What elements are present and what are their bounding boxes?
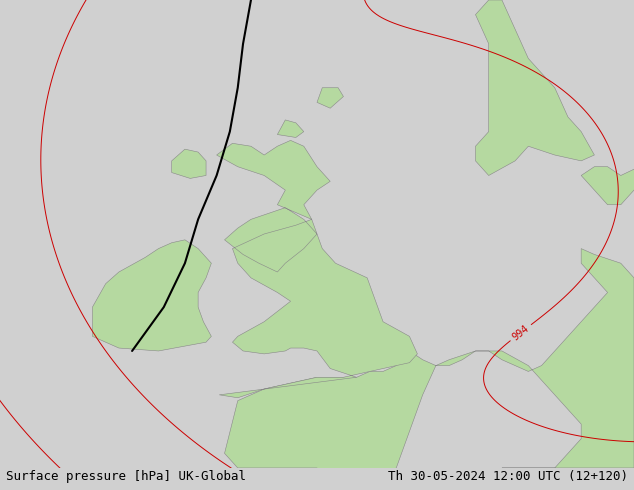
Polygon shape — [317, 88, 344, 108]
Text: Th 30-05-2024 12:00 UTC (12+120): Th 30-05-2024 12:00 UTC (12+120) — [387, 469, 628, 483]
Text: 994: 994 — [510, 323, 531, 342]
Polygon shape — [581, 167, 634, 205]
Polygon shape — [217, 141, 417, 398]
Polygon shape — [224, 248, 634, 483]
Polygon shape — [93, 240, 211, 351]
Polygon shape — [476, 0, 595, 175]
Polygon shape — [172, 149, 206, 178]
Text: Surface pressure [hPa] UK-Global: Surface pressure [hPa] UK-Global — [6, 469, 247, 483]
Polygon shape — [278, 120, 304, 138]
